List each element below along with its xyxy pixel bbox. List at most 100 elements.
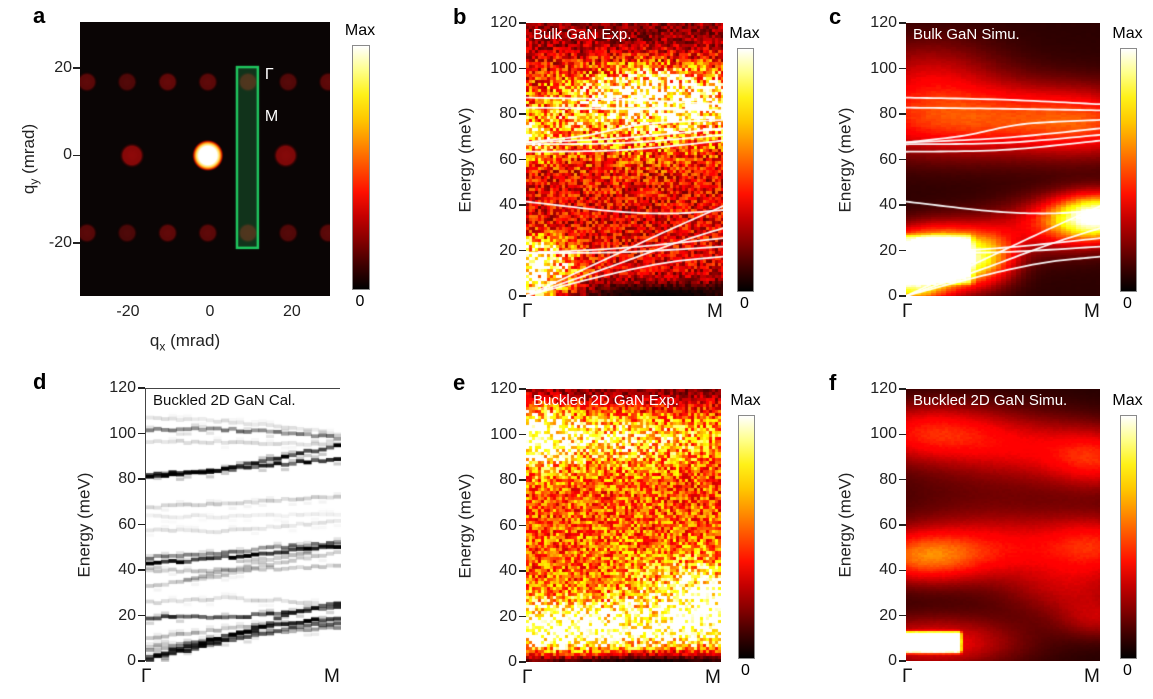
- y-tick-mark: [899, 614, 906, 617]
- colorbar: [1120, 48, 1137, 292]
- y-tick-label: 80: [879, 470, 897, 488]
- panel-letter-c: c: [829, 4, 842, 29]
- y-tick-mark: [73, 242, 80, 244]
- y-tick-label: 80: [879, 105, 897, 122]
- y-tick-label: 100: [490, 59, 517, 77]
- y-tick-mark: [899, 660, 906, 662]
- y-tick-label: 20: [54, 58, 72, 76]
- x-tick-label: 20: [282, 303, 301, 320]
- plot-title: Bulk GaN Exp.: [533, 26, 632, 43]
- y-tick-mark: [519, 433, 526, 436]
- y-tick-label: -20: [48, 234, 72, 252]
- y-tick-mark: [138, 569, 145, 571]
- panel-letter-f: f: [829, 370, 837, 395]
- diffraction-canvas: [80, 22, 330, 296]
- y-tick-mark: [519, 615, 526, 618]
- y-tick-mark: [138, 614, 145, 617]
- y-tick-label: 100: [870, 59, 897, 77]
- x-tick-label-m: M: [1084, 301, 1100, 322]
- y-tick-mark: [519, 158, 526, 161]
- y-tick-mark: [519, 661, 526, 663]
- y-tick-mark: [519, 388, 526, 390]
- colorbar: [738, 415, 755, 659]
- y-tick-mark: [519, 22, 526, 24]
- plot-title: Bulk GaN Simu.: [913, 26, 1020, 43]
- y-tick-label: 20: [499, 607, 517, 625]
- y-tick-mark: [519, 113, 526, 115]
- y-tick-mark: [899, 67, 906, 70]
- y-tick-mark: [899, 158, 906, 161]
- y-tick-mark: [899, 204, 906, 206]
- y-tick-label: 0: [127, 652, 136, 669]
- x-tick-label-m: M: [1084, 666, 1100, 687]
- y-tick-mark: [519, 204, 526, 206]
- plot-title: Buckled 2D GaN Simu.: [913, 392, 1068, 409]
- y-tick-mark: [73, 154, 80, 157]
- y-tick-label: 40: [879, 196, 897, 213]
- y-tick-label: 40: [118, 561, 136, 578]
- y-tick-label: 40: [499, 196, 517, 213]
- y-tick-mark: [519, 249, 526, 252]
- y-tick-label: 60: [118, 515, 136, 533]
- y-tick-label: 80: [499, 471, 517, 488]
- colorbar: [352, 45, 370, 290]
- y-tick-mark: [899, 524, 906, 526]
- y-tick-mark: [899, 249, 906, 252]
- y-tick-mark: [899, 22, 906, 24]
- y-tick-label: 0: [888, 652, 897, 669]
- y-tick-label: 20: [879, 241, 897, 259]
- panel-letter-e: e: [453, 370, 466, 395]
- plot-title: Buckled 2D GaN Cal.: [153, 392, 296, 409]
- heatmap-canvas: [526, 389, 721, 662]
- heatmap-canvas: [526, 23, 723, 296]
- y-tick-mark: [899, 569, 906, 572]
- y-tick-label: 60: [499, 516, 517, 534]
- y-tick-label: 0: [888, 287, 897, 304]
- y-tick-label: 120: [109, 379, 136, 396]
- x-tick-label-m: M: [705, 667, 721, 688]
- colorbar: [737, 48, 754, 292]
- colorbar-max-label: Max: [1112, 392, 1143, 409]
- roi-label-m: M: [264, 107, 279, 125]
- colorbar-max-label: Max: [730, 392, 761, 409]
- colorbar-max-label: Max: [729, 25, 760, 42]
- x-tick-label-gamma: Γ: [141, 666, 152, 687]
- y-tick-mark: [519, 67, 526, 70]
- y-tick-label: 80: [499, 105, 517, 122]
- y-tick-label: 60: [879, 150, 897, 168]
- y-tick-label: 0: [508, 287, 517, 304]
- colorbar-min-label: 0: [1123, 662, 1132, 679]
- x-tick-label-gamma: Γ: [902, 666, 913, 687]
- colorbar-min-label: 0: [355, 293, 365, 310]
- colorbar-max-label: Max: [344, 22, 376, 39]
- y-tick-label: 120: [490, 380, 517, 397]
- band-structure-canvas: [146, 389, 341, 662]
- panel-letter-a: a: [33, 3, 46, 28]
- y-tick-label: 0: [508, 653, 517, 670]
- y-tick-label: 80: [118, 470, 136, 487]
- y-tick-mark: [138, 478, 145, 480]
- diffraction-plot: [80, 22, 330, 296]
- colorbar-min-label: 0: [741, 662, 750, 679]
- band-structure-plot: Buckled 2D GaN Cal.: [145, 388, 341, 662]
- y-tick-label: 120: [870, 14, 897, 31]
- y-tick-label: 60: [879, 516, 897, 533]
- heatmap-plot-bulk-simu: Bulk GaN Simu.: [906, 23, 1100, 296]
- y-tick-mark: [138, 660, 145, 662]
- x-tick-label-gamma: Γ: [522, 301, 533, 322]
- colorbar-min-label: 0: [1123, 295, 1132, 312]
- x-tick-label-m: M: [707, 301, 723, 322]
- heatmap-canvas: [906, 389, 1100, 661]
- heatmap-plot-2d-exp: Buckled 2D GaN Exp.: [526, 389, 721, 662]
- x-tick-label: -20: [116, 303, 140, 320]
- y-tick-mark: [899, 478, 906, 481]
- x-tick-label-gamma: Γ: [902, 301, 913, 322]
- y-tick-mark: [519, 295, 526, 297]
- y-tick-label: 20: [879, 606, 897, 624]
- y-tick-mark: [899, 433, 906, 436]
